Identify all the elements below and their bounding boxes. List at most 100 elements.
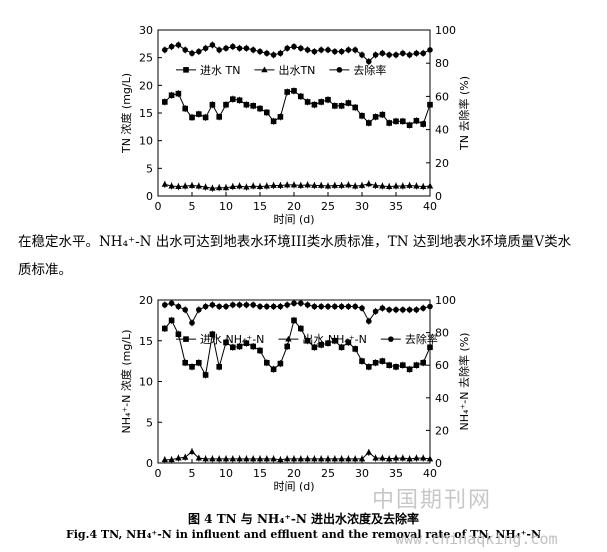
chart1-y2-tick-label: 100 — [435, 24, 456, 37]
chart2-x-tick-label: 40 — [423, 467, 437, 480]
chart1-data-point — [243, 183, 250, 190]
chart2-data-point — [332, 303, 338, 310]
chart2-series-2 — [162, 299, 433, 327]
chart1-data-point — [372, 114, 379, 120]
chart1-x-axis-label: 时间 (d) — [273, 213, 314, 226]
chart2-data-point — [236, 455, 243, 462]
chart2-data-point — [243, 340, 250, 346]
chart1-data-point — [318, 47, 325, 53]
chart1-data-point — [406, 122, 413, 128]
chart2-data-point — [420, 454, 427, 461]
chart2-data-point — [345, 455, 352, 462]
chart1-data-point — [209, 184, 216, 191]
chart1-data-point — [372, 52, 379, 58]
chart2-data-point — [420, 359, 426, 366]
chart2-data-point — [311, 455, 318, 462]
chart2-data-point — [216, 455, 223, 462]
chart1-legend-marker — [183, 67, 189, 73]
chart2-y2-tick-label: 60 — [435, 359, 449, 372]
chart2-data-point — [365, 449, 372, 455]
chart2-data-point — [325, 303, 331, 310]
chart2-data-point — [202, 455, 209, 462]
chart1-data-point — [270, 52, 277, 58]
chart2-data-point — [175, 454, 182, 461]
chart2-data-point — [379, 454, 386, 461]
chart2-data-point — [189, 320, 195, 326]
chart2-data-point — [413, 306, 420, 313]
chart2-data-point — [202, 372, 209, 378]
chart1-data-point — [345, 47, 352, 53]
chart1-data-point — [263, 182, 270, 189]
chart2-y-tick-label: 15 — [139, 335, 153, 348]
chart1-data-point — [175, 42, 182, 48]
chart2-data-point — [222, 455, 230, 462]
chart2-series-line — [164, 319, 431, 377]
chart1-data-point — [406, 52, 413, 58]
chart1-data-point — [230, 43, 236, 50]
chart1-data-point — [257, 105, 263, 112]
chart2-data-point — [257, 347, 263, 354]
chart1-y2-axis-label: TN 去除率 (%) — [457, 76, 471, 151]
chart2-data-point — [318, 455, 325, 462]
chart1-data-point — [175, 183, 182, 189]
chart1-data-point — [243, 101, 250, 108]
chart1-data-point — [338, 48, 345, 55]
chart2-data-point — [406, 306, 413, 313]
chart2-data-point — [379, 358, 386, 364]
chart1-series-line — [164, 44, 431, 63]
chart2-data-point — [264, 303, 270, 310]
chart2-series-0 — [162, 316, 433, 379]
chart1-data-point — [168, 43, 175, 50]
chart1-data-point — [345, 100, 352, 106]
chart1-legend-item-1: 出水TN — [254, 63, 315, 77]
chart1-data-point — [318, 182, 325, 188]
chart1-data-point — [304, 47, 311, 53]
chart2-plot-frame — [157, 299, 431, 464]
chart1-x-tick-label: 10 — [219, 200, 233, 213]
chart2-data-point — [243, 302, 250, 308]
chart1-data-point — [209, 42, 216, 48]
chart2-data-point — [256, 455, 264, 462]
chart2-data-point — [345, 303, 352, 310]
chart2-data-point — [162, 325, 168, 332]
chart1-y-tick-label: 10 — [139, 135, 153, 148]
chart1-data-point — [223, 45, 229, 52]
chart2-legend-item-2: 去除率 — [380, 332, 438, 346]
chart1-data-point — [202, 183, 209, 190]
chart1-data-point — [324, 182, 332, 189]
chart1-data-point — [399, 182, 406, 189]
chart2-data-point — [332, 337, 338, 344]
chart2-data-point — [216, 303, 222, 310]
chart1-data-point — [392, 182, 400, 189]
chart1-data-point — [386, 183, 393, 189]
chart2-y2-tick-label: 40 — [435, 392, 449, 405]
chart2-data-point — [162, 302, 168, 308]
chart2-data-point — [427, 344, 433, 351]
chart2-data-point — [386, 455, 393, 462]
chart1-data-point — [291, 43, 297, 50]
chart1-data-point — [182, 105, 188, 112]
chart2-x-tick-label: 5 — [189, 467, 196, 480]
chart2-x-tick-label: 35 — [389, 467, 403, 480]
chart2-data-point — [345, 339, 352, 346]
chart2-data-point — [298, 300, 304, 307]
chart2-legend-item-0: 进水 NH₄⁺-N — [176, 333, 264, 346]
chart1-data-point — [406, 182, 413, 188]
chart1-data-point — [189, 50, 195, 57]
chart1-data-point — [196, 111, 202, 117]
chart2-data-point — [236, 302, 243, 308]
chart1-data-point — [277, 182, 284, 188]
chart2-data-point — [168, 317, 175, 324]
chart1-data-point — [216, 114, 222, 120]
chart2-data-point — [182, 359, 188, 366]
chart2-data-point — [338, 455, 345, 462]
chart1-data-point — [372, 182, 379, 188]
chart1-data-point — [359, 52, 365, 58]
chart1-x-tick-label: 40 — [423, 200, 437, 213]
chart1-y-tick-label: 30 — [139, 24, 153, 37]
chart2-legend-label: 出水 NH₄⁺-N — [302, 332, 366, 346]
chart2-data-point — [284, 455, 291, 462]
chart2-data-point — [230, 302, 236, 308]
chart2-data-point — [229, 455, 236, 462]
chart2-y-tick-label: 0 — [146, 457, 153, 470]
